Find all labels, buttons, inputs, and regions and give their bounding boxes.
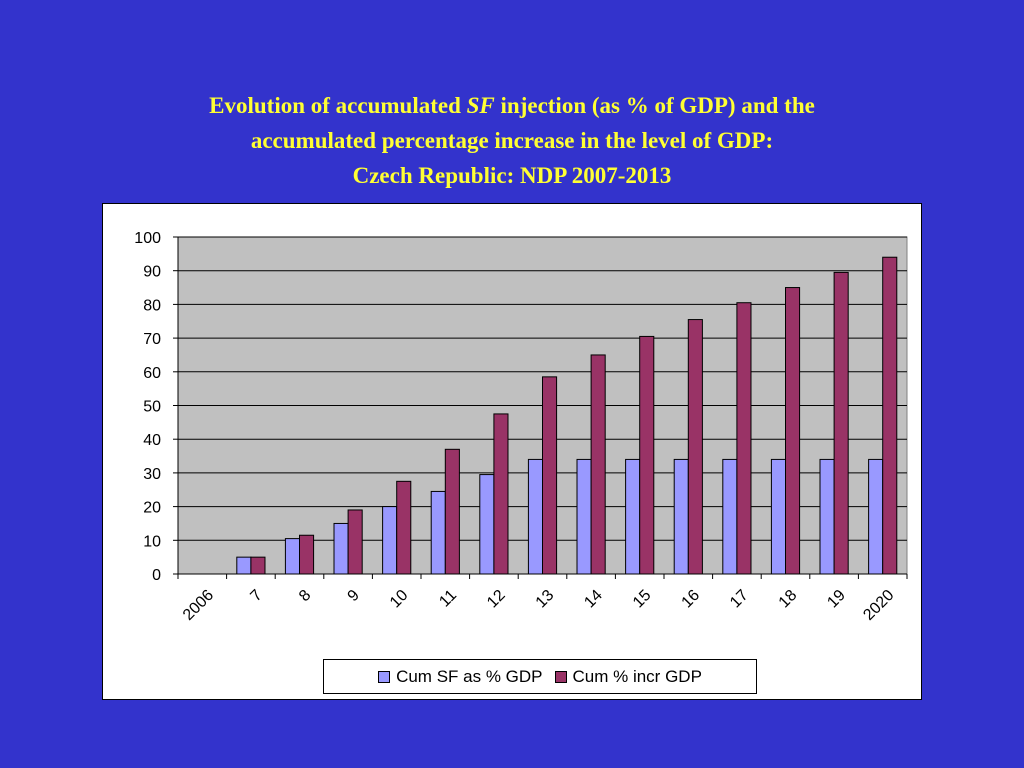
y-tick-label-0: 0: [152, 567, 161, 584]
x-tick-label-13: 13: [533, 587, 558, 612]
bar-series-1-16: [673, 458, 689, 575]
bar-series-1-15: [625, 458, 641, 575]
bar-series-2-13: [542, 376, 558, 575]
title-line-2: accumulated percentage increase in the l…: [250, 128, 774, 153]
y-tick-label-10: 10: [143, 533, 161, 550]
bar-series-1-8: [284, 538, 301, 575]
x-tick-label-8: 8: [296, 587, 314, 605]
slide-title: Evolution of accumulated SF injection (a…: [60, 88, 964, 193]
title-line-3: Czech Republic: NDP 2007-2013: [352, 163, 672, 188]
x-tick-label-7: 7: [247, 587, 265, 605]
x-tick-label-16: 16: [679, 587, 704, 612]
chart-legend: Cum SF as % GDP Cum % incr GDP: [323, 659, 757, 694]
x-tick-label-17: 17: [727, 587, 752, 612]
y-tick-label-90: 90: [143, 264, 161, 281]
bar-series-1-19: [819, 458, 835, 575]
y-tick-label-50: 50: [143, 399, 161, 416]
title-line-1-start: Evolution of accumulated: [209, 93, 467, 118]
bar-series-2-14: [590, 354, 606, 575]
y-tick-label-70: 70: [143, 331, 161, 348]
legend-label-series-2: Cum % incr GDP: [572, 666, 702, 686]
x-tick-label-10: 10: [387, 587, 412, 612]
title-line-1-end: injection (as % of GDP) and the: [494, 93, 815, 118]
x-tick-label-11: 11: [436, 587, 460, 611]
legend-swatch-series-1: [378, 670, 391, 683]
bar-series-1-17: [722, 458, 738, 575]
x-tick-label-9: 9: [345, 587, 363, 605]
legend-label-series-1: Cum SF as % GDP: [396, 666, 543, 686]
bar-series-1-11: [430, 490, 446, 575]
legend-item-series-2: Cum % incr GDP: [554, 666, 702, 687]
bar-series-1-14: [576, 458, 592, 575]
bar-series-1-2020: [868, 458, 884, 575]
bar-series-2-12: [493, 413, 509, 575]
legend-item-series-1: Cum SF as % GDP: [378, 666, 543, 687]
bar-series-2-9: [347, 509, 363, 575]
bar-series-2-18: [785, 287, 801, 575]
x-tick-label-12: 12: [484, 587, 509, 612]
bar-series-1-7: [236, 556, 252, 575]
bar-chart: 0 10 20 30 40 50 60 70 80 90 100 2006 7 8 9 10 11 12 13 14 1…: [134, 230, 908, 624]
x-tick-label-15: 15: [630, 587, 655, 612]
bar-series-2-16: [687, 319, 703, 575]
bar-series-2-7: [250, 556, 266, 575]
bar-series-2-2020: [882, 256, 898, 575]
x-tick-label-2020: 2020: [860, 587, 897, 624]
bar-series-2-10: [396, 480, 412, 575]
bar-series-2-8: [299, 534, 315, 575]
legend-swatch-series-2: [554, 670, 567, 683]
chart-frame: 0 10 20 30 40 50 60 70 80 90 100 2006 7 8 9 10 11 12 13 14 1…: [102, 203, 922, 700]
title-line-1: Evolution of accumulated SF injection (a…: [60, 88, 964, 123]
x-tick-label-18: 18: [776, 587, 801, 612]
y-tick-label-40: 40: [143, 432, 161, 449]
y-tick-label-100: 100: [134, 230, 161, 247]
y-tick-label-30: 30: [143, 466, 161, 483]
bar-series-1-10: [382, 506, 398, 575]
y-tick-label-20: 20: [143, 500, 161, 517]
title-line-1-italic: SF: [466, 93, 495, 118]
bar-series-2-19: [833, 271, 849, 575]
bar-series-1-9: [333, 522, 349, 575]
y-tick-label-60: 60: [143, 365, 161, 382]
bar-series-2-11: [444, 448, 460, 575]
bar-series-2-15: [639, 335, 655, 575]
x-tick-label-14: 14: [581, 587, 606, 612]
bar-series-1-13: [527, 458, 544, 575]
x-tick-label-2006: 2006: [180, 587, 217, 624]
y-tick-label-80: 80: [143, 297, 161, 314]
bar-series-1-12: [479, 474, 495, 575]
bar-series-1-18: [770, 458, 787, 575]
x-tick-label-19: 19: [824, 587, 849, 612]
bar-series-2-17: [736, 302, 752, 575]
